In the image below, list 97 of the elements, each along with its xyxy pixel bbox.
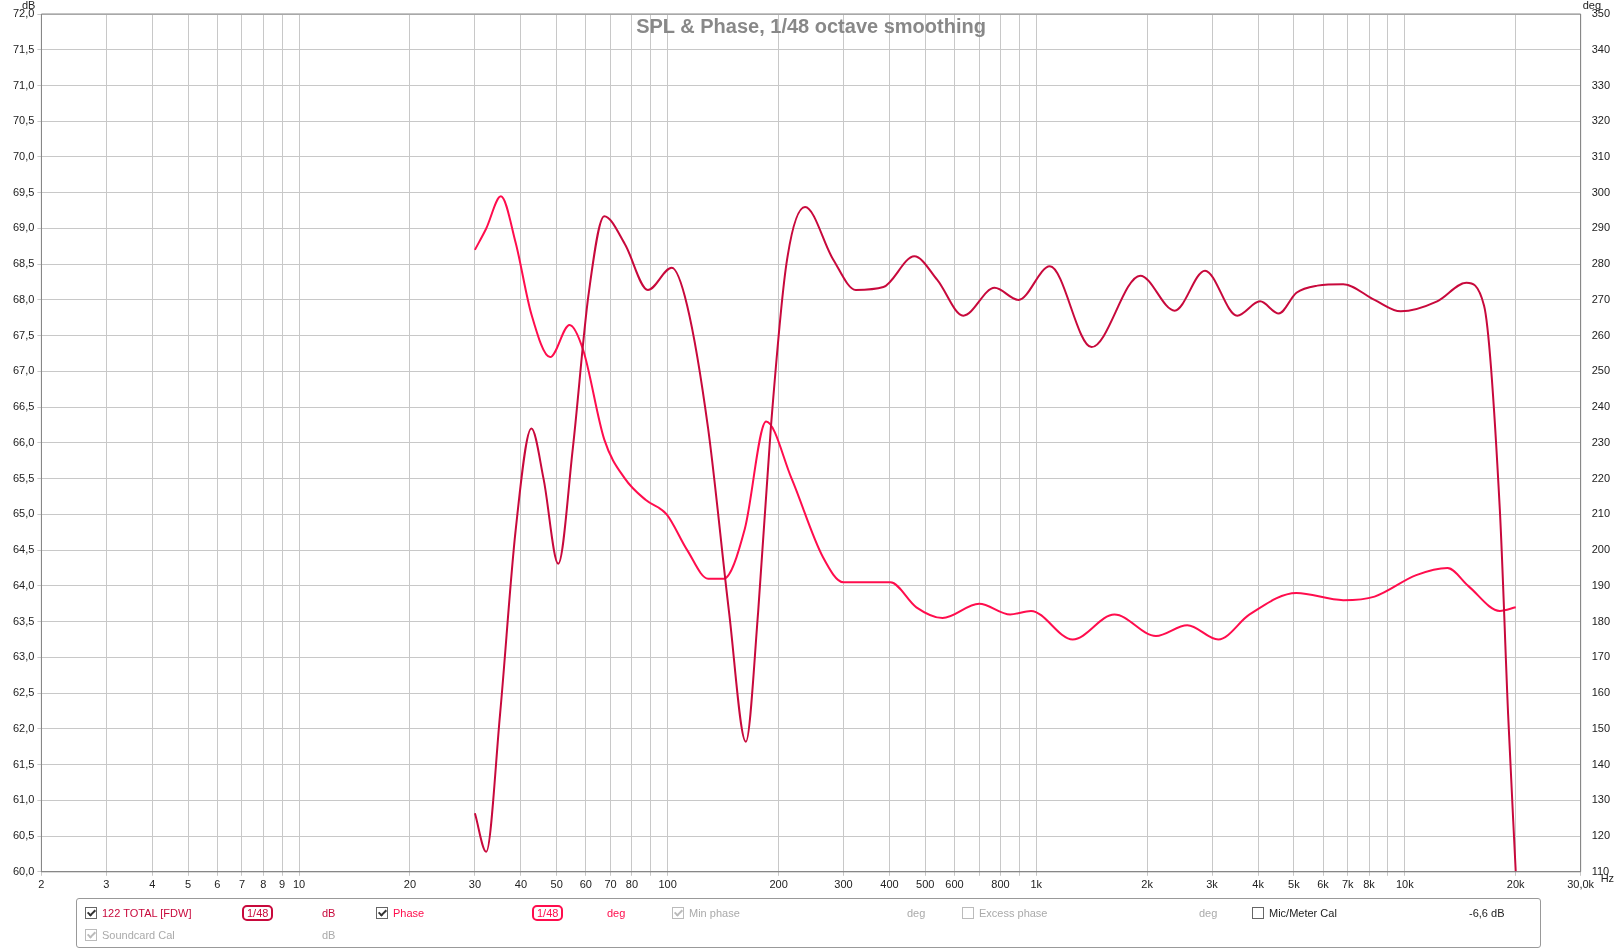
text: dB [322,907,336,919]
y-tick-label: 63,5 [12,614,35,627]
y-tick-label: 65,0 [12,507,35,520]
y-tick-label: 61,5 [12,757,35,770]
text: Mic/Meter Cal [1269,907,1337,919]
y-tick-label: 62,5 [12,686,35,699]
x-tick-label: 500 [916,878,935,891]
text: deg [1199,907,1218,919]
x-tick-label: 9 [279,878,286,891]
y-tick-label: 70,5 [12,114,35,127]
x-tick-label: 10k [1395,878,1415,891]
x-tick-label: 40 [514,878,528,891]
x-tick-label: 3k [1206,878,1219,891]
chart-title: SPL & Phase, 1/48 octave smoothing [636,14,986,37]
y2-tick-label: 190 [1591,578,1611,591]
y2-tick-label: 130 [1591,793,1611,806]
y-tick-label: 66,5 [12,400,35,413]
x-tick-label: 6k [1317,878,1330,891]
x-tick-label: 5k [1288,878,1301,891]
text: Excess phase [979,907,1048,919]
x-tick-label: 7 [238,878,246,891]
x-tick-label: 4k [1252,878,1265,891]
x-tick-label: 1k [1030,878,1043,891]
y-tick-label: 64,0 [12,578,35,591]
y-tick-label: 60,5 [12,829,35,842]
y2-tick-label: 240 [1591,400,1611,413]
y2-tick-label: 330 [1591,78,1611,91]
y2-tick-label: 300 [1591,185,1611,198]
text: Phase [393,907,425,919]
x-tick-label: 8 [260,878,267,891]
text: deg [907,907,926,919]
text: deg [607,907,626,919]
y-tick-label: 65,5 [12,471,35,484]
x-tick-label: 2k [1141,878,1154,891]
y-tick-label: 69,0 [12,221,35,234]
y-tick-label: 66,0 [12,435,35,448]
y2-tick-label: 140 [1591,757,1611,770]
x-tick-label: 8k [1363,878,1376,891]
x-tick-label: 30 [468,878,482,891]
x-tick-label: 800 [991,878,1010,891]
y-tick-label: 71,0 [12,78,35,91]
y-tick-label: 60,0 [12,864,35,877]
y2-tick-label: 270 [1591,292,1611,305]
y-tick-label: 68,5 [12,257,35,270]
y2-tick-label: 220 [1591,471,1611,484]
x-tick-label: 10 [292,878,306,891]
x-tick-label: 2 [38,878,45,891]
x-tick-label: 20 [403,878,417,891]
y-tick-label: 68,0 [12,292,35,305]
text: 122 TOTAL [FDW] [102,907,192,919]
x-tick-label: 20k [1506,878,1526,891]
x-tick-label: 100 [658,878,677,891]
x-tick-label: 70 [604,878,617,891]
y2-tick-label: 310 [1591,150,1611,162]
y2-axis-title: deg [1582,0,1602,11]
x-tick-label: 30,0k [1567,878,1595,891]
y2-tick-label: 160 [1591,686,1611,699]
x-tick-label: 3 [103,878,110,891]
x-tick-label: 6 [214,878,221,891]
x-tick-label: 400 [880,878,899,891]
y2-tick-label: 340 [1591,42,1611,55]
y2-tick-label: 260 [1591,328,1611,341]
text: -6,6 dB [1469,907,1505,919]
y2-tick-label: 200 [1591,543,1611,556]
y2-tick-label: 210 [1591,507,1611,520]
y-tick-label: 67,5 [12,328,35,341]
x-tick-label: 50 [550,878,563,891]
y-tick-label: 67,0 [12,364,35,377]
y2-tick-label: 120 [1591,829,1611,842]
y2-tick-label: 150 [1591,721,1611,734]
y-tick-label: 61,0 [12,793,35,806]
y2-tick-label: 290 [1591,221,1611,234]
text: 1/48 [537,907,559,919]
y-tick-label: 63,0 [12,650,35,663]
x-tick-label: 80 [625,878,639,891]
x-tick-label: 60 [579,878,592,891]
text: Min phase [689,907,740,919]
x-tick-label: 4 [149,878,156,891]
y-tick-label: 71,5 [12,42,35,55]
x-tick-label: 300 [834,878,853,891]
text: dB [322,929,336,941]
x-tick-label: 7k [1341,878,1354,891]
y-tick-label: 70,0 [12,150,35,162]
x-tick-label: 600 [945,878,964,891]
y2-tick-label: 320 [1591,114,1611,127]
y2-tick-label: 250 [1591,364,1611,377]
x-tick-label: 200 [769,878,788,891]
y2-tick-label: 180 [1591,614,1611,627]
y-tick-label: 62,0 [12,721,35,734]
y-tick-label: 69,5 [12,185,35,198]
text: Soundcard Cal [102,929,175,941]
y2-tick-label: 170 [1591,650,1611,663]
x-tick-label: 5 [185,878,192,891]
y2-tick-label: 230 [1591,435,1611,448]
y-tick-label: 64,5 [12,543,35,556]
y2-tick-label: 280 [1591,257,1611,270]
text: 1/48 [247,907,269,919]
